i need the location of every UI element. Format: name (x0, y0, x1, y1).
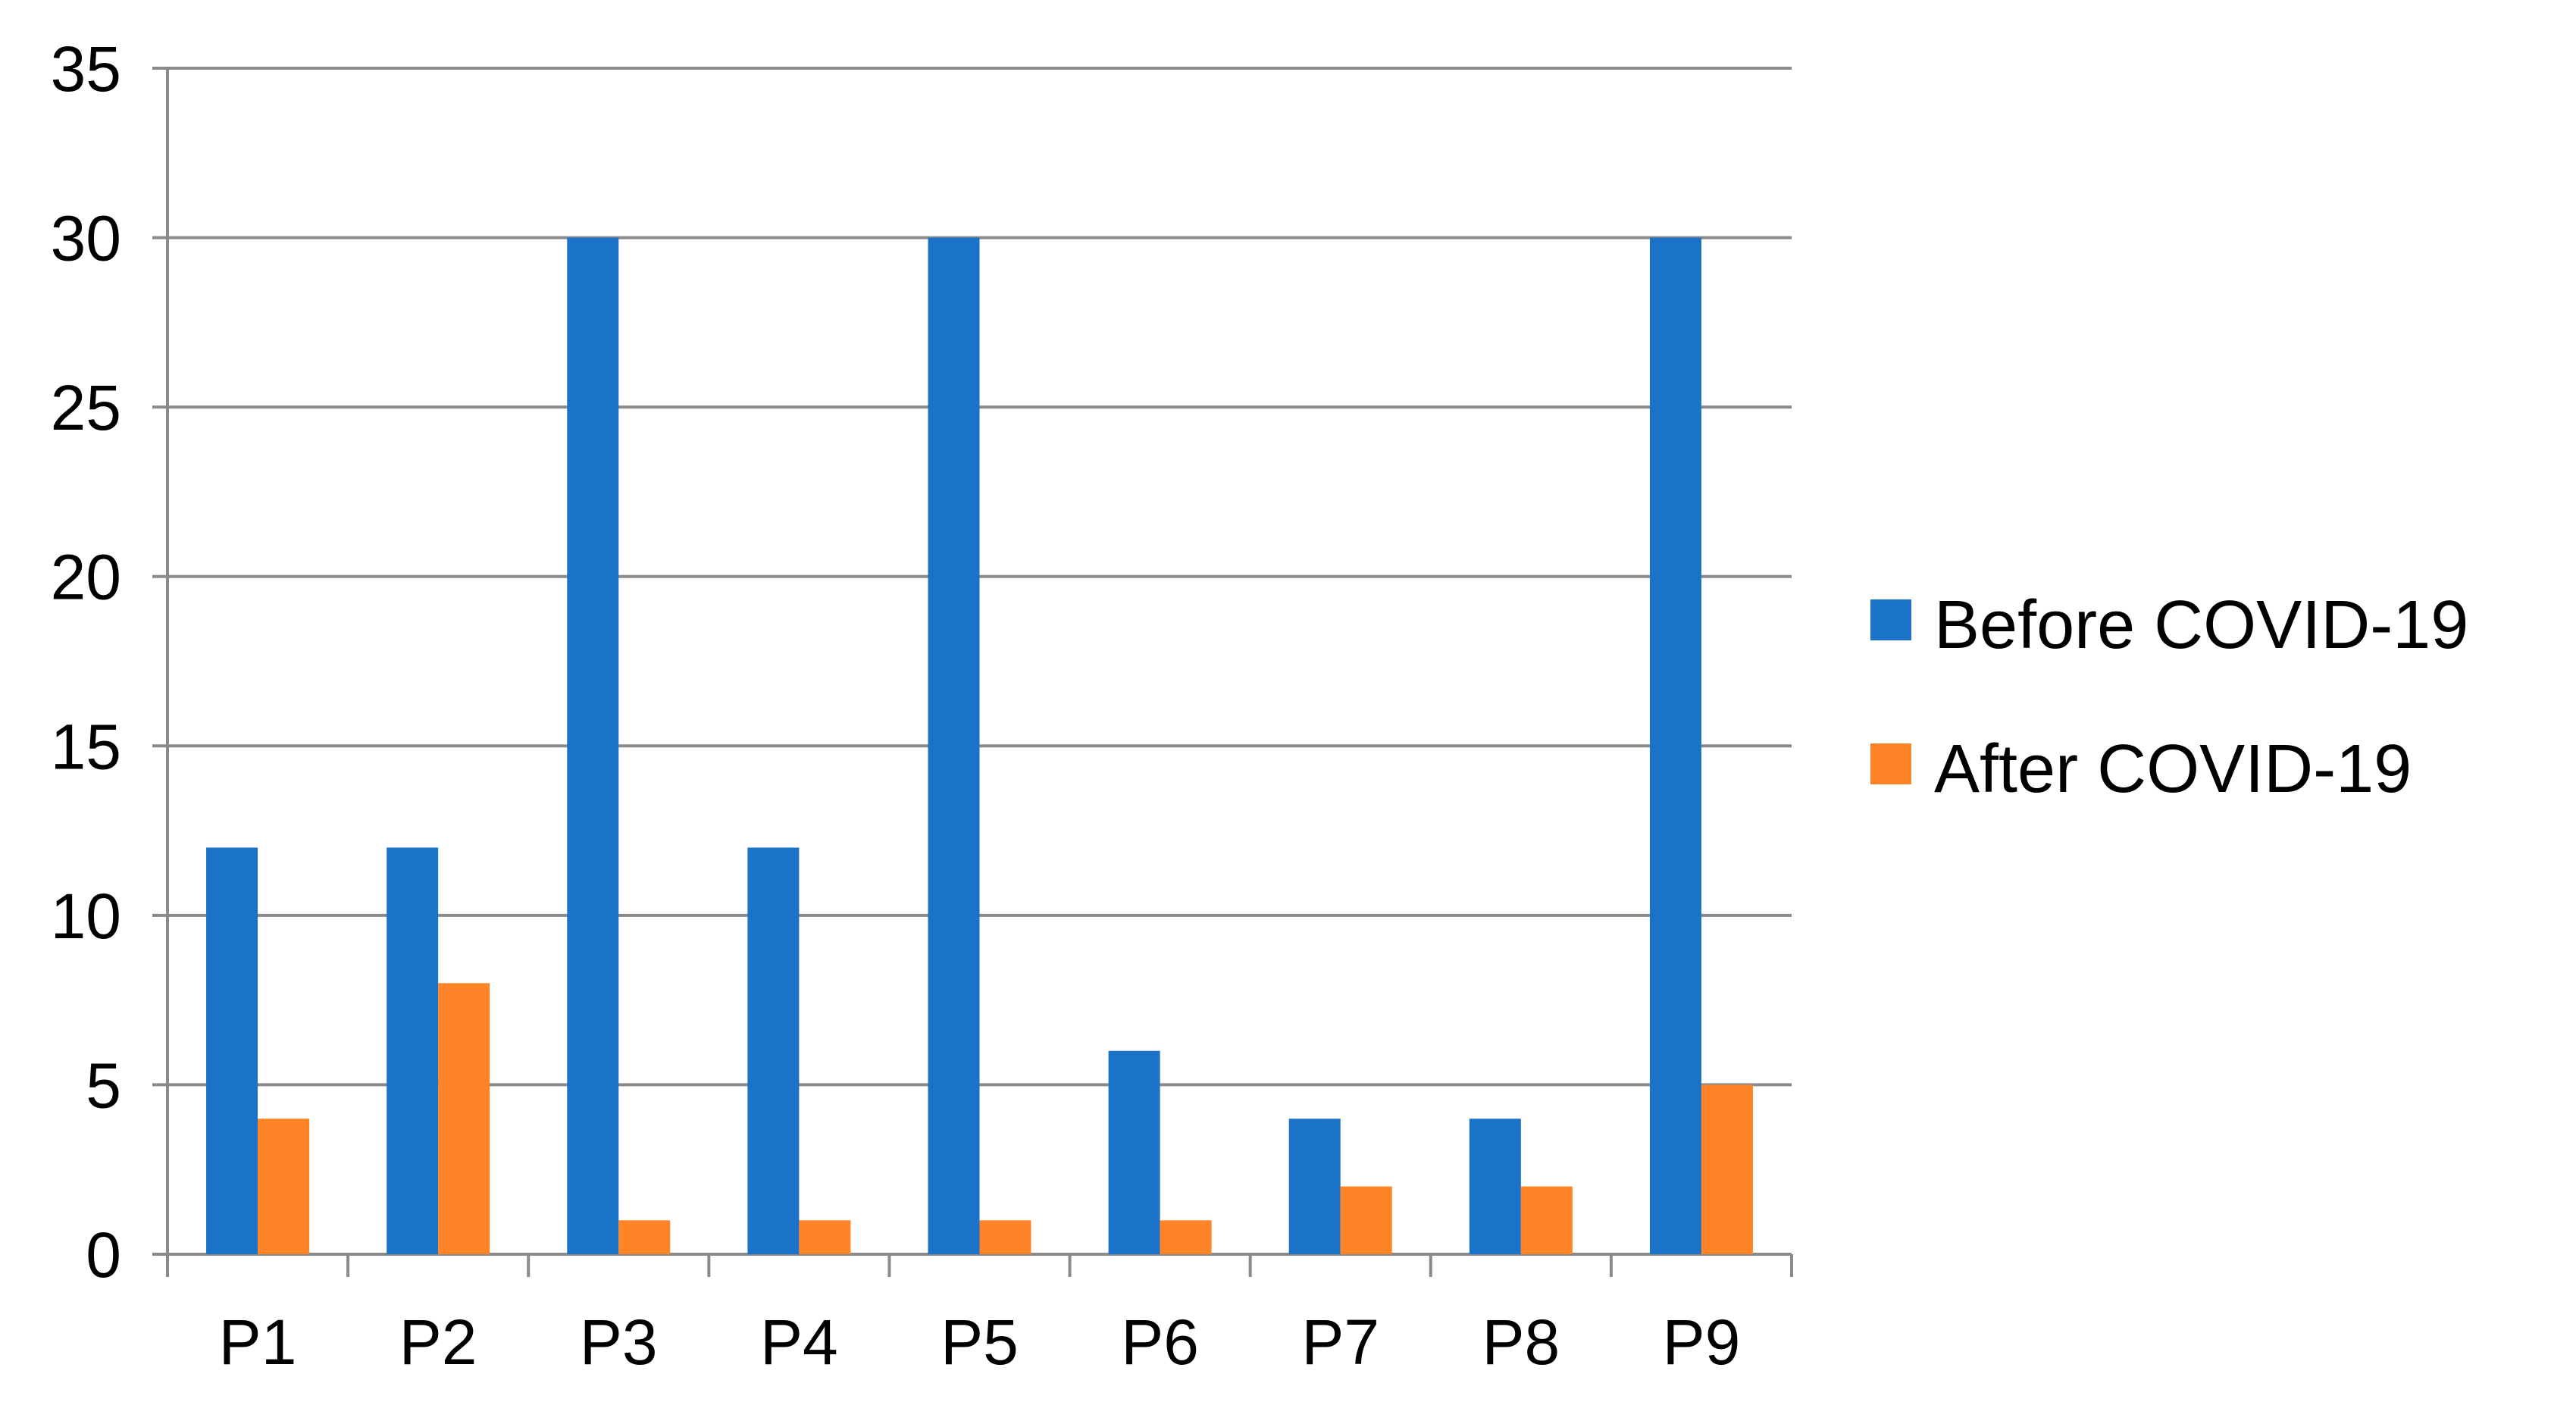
y-tick-label: 30 (51, 203, 121, 274)
y-tick-label: 35 (51, 33, 121, 105)
bars (206, 237, 1753, 1255)
y-tick-label: 25 (51, 372, 121, 443)
bar-before-p8 (1469, 1119, 1521, 1254)
x-axis: P1 P2 P3 P4 P5 P6 P7 P8 P9 (152, 1253, 1793, 1378)
bar-after-p7 (1340, 1186, 1392, 1254)
bar-before-p4 (747, 847, 800, 1254)
bar-before-p6 (1108, 1050, 1160, 1254)
x-tick-label: P6 (1121, 1307, 1199, 1378)
legend-label: Before COVID-19 (1934, 587, 2468, 663)
x-tick-label: P2 (399, 1307, 477, 1378)
y-axis: 0 5 10 15 20 25 30 35 (51, 33, 169, 1291)
bar-before-p2 (387, 847, 439, 1254)
y-tick-label: 10 (51, 881, 121, 952)
x-tick-label: P9 (1663, 1307, 1741, 1378)
bar-after-p8 (1520, 1186, 1573, 1254)
bar-after-p4 (799, 1220, 851, 1254)
legend-label: After COVID-19 (1934, 731, 2412, 807)
bar-after-p1 (258, 1119, 310, 1254)
x-tick-label: P3 (580, 1307, 658, 1378)
y-tick-label: 0 (86, 1219, 121, 1291)
bar-before-p7 (1288, 1119, 1341, 1254)
bar-before-p1 (206, 847, 258, 1254)
bar-after-p6 (1160, 1220, 1212, 1254)
y-tick-label: 20 (51, 542, 121, 613)
bar-before-p3 (567, 237, 619, 1255)
bar-after-p9 (1701, 1084, 1753, 1254)
legend: Before COVID-19 After COVID-19 (1870, 587, 2468, 807)
bar-after-p5 (979, 1220, 1031, 1254)
bar-before-p5 (928, 237, 980, 1255)
y-tick-label: 15 (51, 711, 121, 782)
legend-swatch (1870, 743, 1911, 784)
x-tick-label: P5 (941, 1307, 1019, 1378)
bar-after-p3 (618, 1220, 671, 1254)
x-tick-label: P4 (760, 1307, 838, 1378)
x-tick-label: P7 (1301, 1307, 1379, 1378)
bar-after-p2 (438, 983, 490, 1254)
bar-before-p9 (1649, 237, 1701, 1255)
y-tick-label: 5 (86, 1050, 121, 1121)
x-tick-label: P1 (219, 1307, 297, 1378)
legend-swatch (1870, 599, 1911, 640)
x-tick-label: P8 (1482, 1307, 1560, 1378)
